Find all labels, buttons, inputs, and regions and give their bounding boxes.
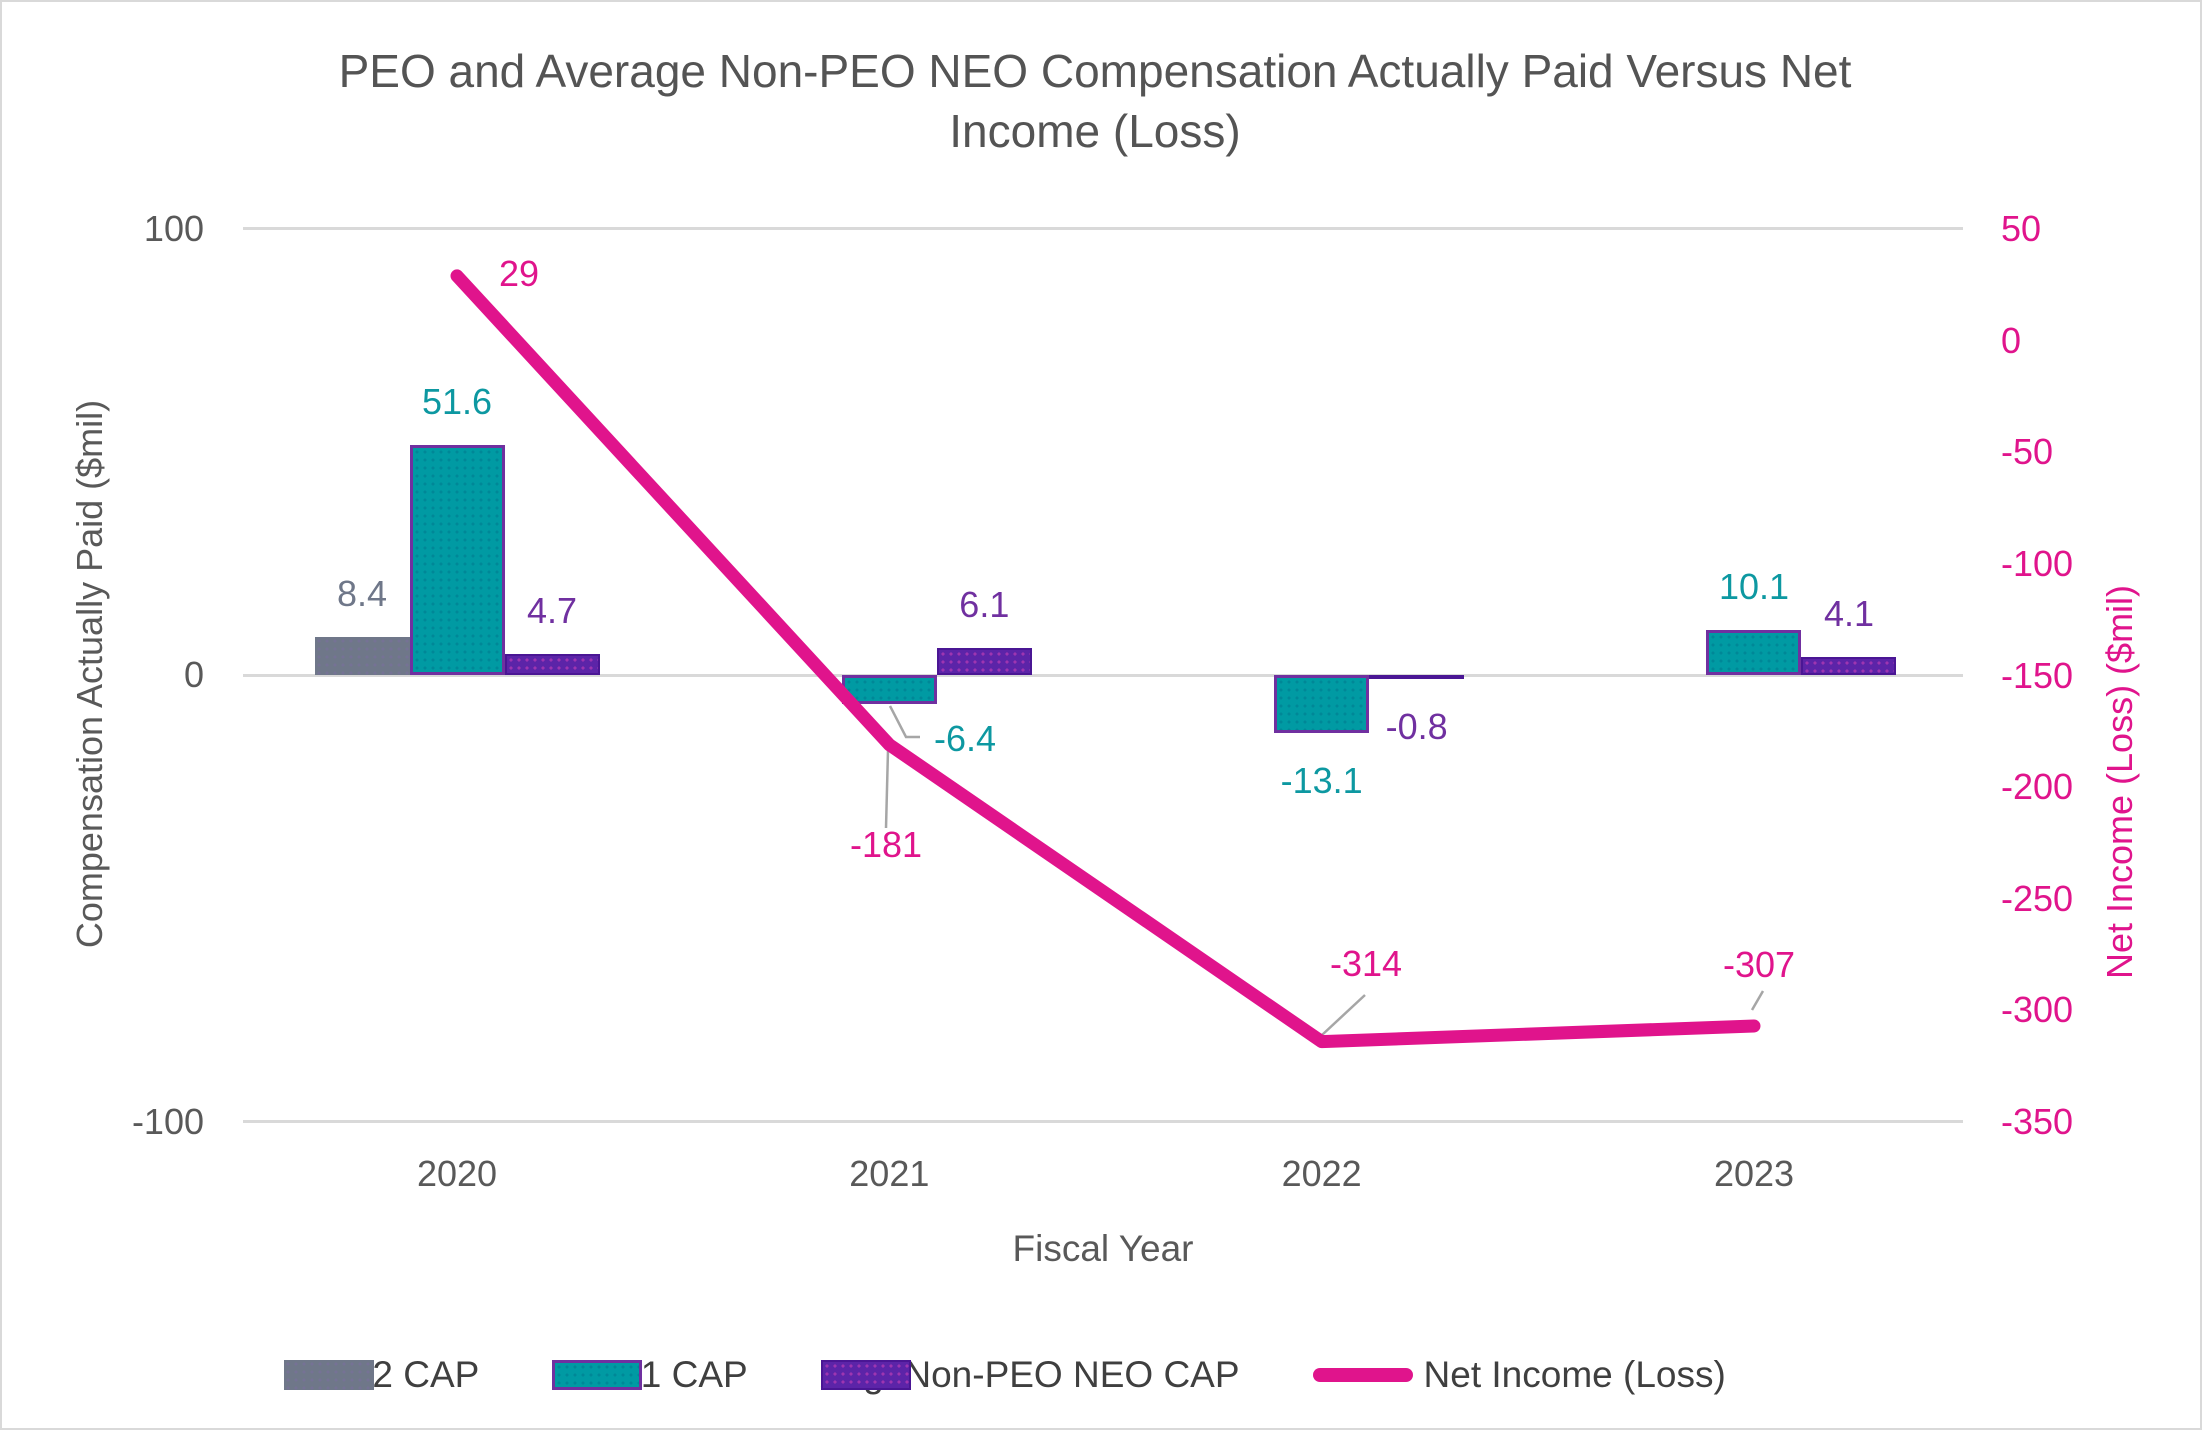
- legend-swatch-bar: [820, 1360, 911, 1390]
- right-axis-tick: -50: [2001, 431, 2054, 473]
- x-axis-tick-2023: 2023: [1713, 1153, 1795, 1194]
- right-axis-tick: 50: [2001, 208, 2042, 249]
- x-axis-title: Fiscal Year: [1012, 1228, 1194, 1269]
- right-axis-tick: -100: [2001, 542, 2074, 584]
- chart-title-line1: PEO and Average Non-PEO NEO Compensation…: [338, 45, 1852, 97]
- left-axis-tick: -100: [131, 1100, 204, 1142]
- right-axis-tick: -200: [2001, 766, 2074, 808]
- right-axis-tick: 0: [2001, 319, 2022, 361]
- x-axis-tick-2020: 2020: [416, 1153, 498, 1194]
- data-label-net-income-loss-2023: -307: [1722, 944, 1796, 985]
- label-leader-line: [884, 749, 890, 829]
- bar-avg-non-peo-neo-cap-2021: [936, 647, 1032, 675]
- bar-avg-non-peo-neo-cap-2020: [504, 654, 600, 675]
- left-axis-tick: 0: [183, 654, 204, 695]
- bar-peo-1-cap-2023: [1706, 629, 1802, 675]
- x-axis-tick-2021: 2021: [849, 1153, 930, 1194]
- legend: PEO 2 CAP PEO 1 CAP Avg. Non-PEO NEO CAP Ne…: [284, 1354, 1726, 1396]
- legend-item-peo-1-cap: PEO 1 CAP: [552, 1354, 748, 1396]
- gridline: [243, 1120, 1963, 1123]
- bar-peo-1-cap-2020: [409, 444, 505, 675]
- data-label-peo-1-cap-2022: -13.1: [1280, 760, 1363, 802]
- data-label-peo-2-cap-2020: 8.4: [336, 573, 388, 615]
- data-label-avg-non-peo-neo-cap-2023: 4.1: [1823, 592, 1875, 634]
- legend-item-net-income-loss: Net Income (Loss): [1312, 1354, 1726, 1396]
- chart-title-line2: Income (Loss): [949, 104, 1241, 157]
- legend-swatch-bar: [552, 1360, 643, 1390]
- bar-peo-2-cap-2020: [314, 637, 410, 675]
- legend-item-avg-non-peo-neo-cap: Avg. Non-PEO NEO CAP: [820, 1354, 1240, 1396]
- data-label-avg-non-peo-neo-cap-2021: 6.1: [959, 583, 1010, 625]
- legend-item-peo-2-cap: PEO 2 CAP: [284, 1354, 479, 1396]
- legend-swatch-bar: [284, 1360, 374, 1390]
- legend-swatch-line: [1312, 1368, 1413, 1382]
- x-axis-tick-2022: 2022: [1281, 1153, 1362, 1194]
- bar-avg-non-peo-neo-cap-2022: [1369, 675, 1465, 679]
- left-axis-tick: 100: [143, 207, 204, 249]
- legend-label: Net Income (Loss): [1423, 1354, 1726, 1395]
- right-axis-tick: -150: [2001, 654, 2074, 696]
- gridline: [243, 227, 1963, 230]
- right-axis-tick: -300: [2001, 989, 2074, 1031]
- data-label-peo-1-cap-2020: 51.6: [421, 380, 493, 422]
- label-leader-line: [888, 705, 920, 739]
- label-leader-line: [1750, 990, 1765, 1011]
- data-label-avg-non-peo-neo-cap-2022: -0.8: [1385, 705, 1448, 747]
- data-label-net-income-loss-2022: -314: [1329, 943, 1403, 984]
- bar-peo-1-cap-2021: [841, 675, 937, 704]
- data-label-net-income-loss-2020: 29: [498, 253, 540, 294]
- right-axis-tick: -250: [2001, 877, 2074, 919]
- right-axis-tick: -350: [2001, 1101, 2074, 1142]
- data-label-avg-non-peo-neo-cap-2020: 4.7: [526, 590, 578, 631]
- bar-peo-1-cap-2022: [1274, 675, 1370, 734]
- data-label-net-income-loss-2021: -181: [849, 824, 923, 865]
- chart-title: PEO and Average Non-PEO NEO Compensation…: [339, 42, 1852, 162]
- line-net-income-loss: [450, 269, 1761, 1049]
- right-axis-title: Net Income (Loss) ($mil): [2099, 584, 2140, 980]
- data-label-peo-1-cap-2023: 10.1: [1718, 565, 1790, 607]
- label-leader-line: [1321, 994, 1366, 1036]
- data-label-peo-1-cap-2021: -6.4: [933, 718, 997, 759]
- bar-avg-non-peo-neo-cap-2023: [1801, 656, 1897, 675]
